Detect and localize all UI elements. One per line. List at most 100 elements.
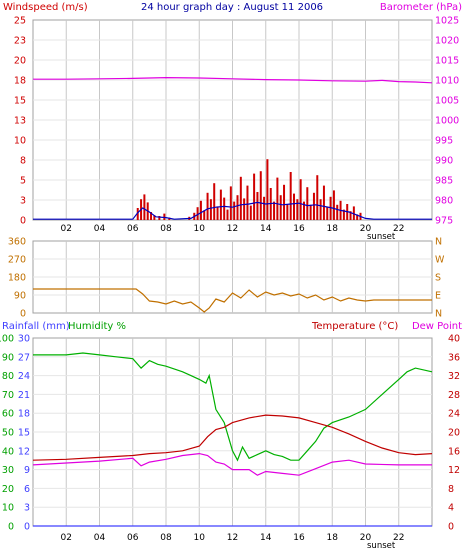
sunset-label-top: sunset [367,232,396,242]
humidity-tick-100: 100 [0,334,14,345]
temperature-tick-36: 36 [448,352,460,363]
wind-panel-x-tick-08: 08 [160,224,172,234]
wind-average-line [33,201,432,220]
rainfall-tick-12: 12 [18,446,30,457]
rainfall-tick-30: 30 [18,334,30,345]
rainfall-tick-6: 6 [24,484,30,495]
barometer-line [33,76,433,84]
rainfall-tick-27: 27 [18,352,30,363]
temperature-line [32,414,433,461]
temperature-tick-28: 28 [448,390,460,401]
barometer-tick-980: 980 [435,196,453,207]
climate-panel-x-tick-18: 18 [327,533,339,543]
compass-tick-E: E [435,291,441,302]
direction-tick-360: 360 [8,237,26,248]
barometer-tick-1015: 1015 [435,56,459,67]
humidity-tick-0: 0 [8,522,14,533]
climate-panel-x-tick-08: 08 [160,533,172,543]
temperature-tick-20: 20 [448,428,460,439]
climate-panel-x-tick-06: 06 [127,533,139,543]
windspeed-tick-15: 15 [14,96,26,107]
barometer-tick-985: 985 [435,176,453,187]
compass-tick-N: N [435,309,442,320]
climate-panel-x-tick-02: 02 [61,533,72,543]
windspeed-tick-23: 23 [14,36,26,47]
climate-panel-x-tick-14: 14 [260,533,272,543]
temperature-tick-0: 0 [448,522,454,533]
climate-panel-x-tick-10: 10 [194,533,206,543]
humidity-tick-40: 40 [2,446,14,457]
barometer-tick-1010: 1010 [435,76,459,87]
windspeed-tick-20: 20 [14,56,26,67]
humidity-tick-60: 60 [2,409,14,420]
barometer-tick-995: 995 [435,136,453,147]
wind-panel-x-tick-20: 20 [360,224,372,234]
windspeed-tick-8: 8 [20,156,26,167]
humidity-tick-30: 30 [2,465,14,476]
windspeed-tick-0: 0 [20,216,26,227]
barometer-tick-975: 975 [435,216,453,227]
windspeed-tick-25: 25 [14,16,26,27]
rainfall-axis-label: Rainfall (mm) [2,321,70,332]
windspeed-tick-10: 10 [14,136,26,147]
wind-panel-x-tick-06: 06 [127,224,139,234]
rainfall-tick-0: 0 [24,522,30,533]
rainfall-tick-21: 21 [18,390,30,401]
humidity-tick-10: 10 [2,503,14,514]
barometer-tick-1000: 1000 [435,116,459,127]
temperature-tick-12: 12 [448,465,460,476]
windspeed-axis-label: Windspeed (m/s) [3,2,88,13]
humidity-tick-20: 20 [2,484,14,495]
temperature-tick-40: 40 [448,334,460,345]
compass-tick-N: N [435,237,442,248]
temperature-tick-24: 24 [448,409,460,420]
rainfall-tick-24: 24 [18,371,30,382]
temperature-tick-32: 32 [448,371,460,382]
humidity-line [33,352,433,462]
wind-panel-x-tick-16: 16 [293,224,305,234]
barometer-tick-1005: 1005 [435,96,459,107]
wind-panel-x-tick-12: 12 [227,224,238,234]
climate-panel-x-tick-22: 22 [393,533,404,543]
barometer-axis-label: Barometer (hPa) [380,2,462,13]
humidity-axis-label: Humidity % [68,321,126,332]
climate-panel-x-tick-16: 16 [293,533,305,543]
humidity-tick-70: 70 [2,390,14,401]
direction-tick-270: 270 [8,255,26,266]
wind-panel-x-tick-14: 14 [260,224,272,234]
windspeed-tick-3: 3 [20,196,26,207]
windspeed-tick-13: 13 [14,116,26,127]
sunset-label-bottom: sunset [367,541,396,551]
wind-panel-x-tick-02: 02 [61,224,72,234]
humidity-tick-80: 80 [2,371,14,382]
compass-tick-W: W [435,255,445,266]
wind-panel-x-tick-18: 18 [327,224,339,234]
rainfall-tick-9: 9 [24,465,30,476]
dewpoint-line [32,452,432,476]
wind-panel-x-tick-04: 04 [94,224,106,234]
humidity-tick-90: 90 [2,352,14,363]
climate-panel-x-tick-04: 04 [94,533,106,543]
windspeed-tick-5: 5 [20,176,26,187]
direction-tick-0: 0 [20,309,26,320]
rainfall-tick-18: 18 [18,409,30,420]
windspeed-tick-18: 18 [14,76,26,87]
rainfall-tick-15: 15 [18,428,30,439]
temperature-tick-4: 4 [448,503,454,514]
wind-direction-line [33,288,432,313]
humidity-tick-50: 50 [2,428,14,439]
dewpoint-axis-label: Dew Point [412,321,462,332]
rainfall-tick-3: 3 [24,503,30,514]
barometer-tick-990: 990 [435,156,453,167]
climate-panel-x-tick-20: 20 [360,533,372,543]
barometer-tick-1020: 1020 [435,36,459,47]
temperature-axis-label: Temperature (°C) [311,321,398,332]
compass-tick-S: S [435,273,441,284]
direction-tick-90: 90 [14,291,26,302]
temperature-tick-16: 16 [448,446,460,457]
climate-panel-x-tick-12: 12 [227,533,238,543]
direction-tick-180: 180 [8,273,26,284]
temperature-tick-8: 8 [448,484,454,495]
